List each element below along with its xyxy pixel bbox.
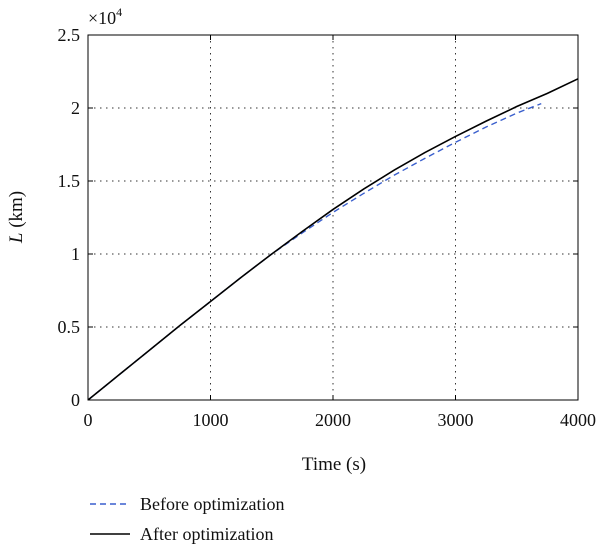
x-tick-label: 3000 — [438, 410, 474, 430]
y-axis-multiplier: ×104 — [88, 5, 122, 28]
series-line-before-optimization — [87, 102, 542, 401]
y-tick-label: 1.5 — [58, 171, 81, 191]
y-axis-unit: (km) — [6, 191, 27, 233]
y-tick-label: 2.5 — [58, 25, 81, 45]
series-layer — [87, 78, 579, 401]
legend: Before optimization After optimization — [90, 494, 284, 544]
y-axis-title: L (km) — [6, 191, 27, 244]
y-tick-label: 1 — [71, 244, 80, 264]
y-multiplier-base: ×10 — [88, 8, 116, 28]
x-tick-label: 2000 — [315, 410, 351, 430]
y-axis-variable: L — [6, 233, 27, 245]
series-line-after-optimization — [87, 78, 579, 401]
y-multiplier-exponent: 4 — [116, 5, 122, 19]
x-tick-label: 1000 — [193, 410, 229, 430]
legend-label: After optimization — [140, 524, 273, 544]
y-tick-label: 0.5 — [58, 317, 81, 337]
x-tick-label: 0 — [84, 410, 93, 430]
grid-layer — [88, 35, 578, 400]
y-tick-label: 0 — [71, 390, 80, 410]
y-tick-label: 2 — [71, 98, 80, 118]
x-axis-title: Time (s) — [302, 454, 366, 475]
legend-label: Before optimization — [140, 494, 284, 514]
tick-layer: 0 1000 2000 3000 4000 0 0.5 1 1.5 2 2.5 — [58, 25, 597, 430]
x-tick-label: 4000 — [560, 410, 596, 430]
